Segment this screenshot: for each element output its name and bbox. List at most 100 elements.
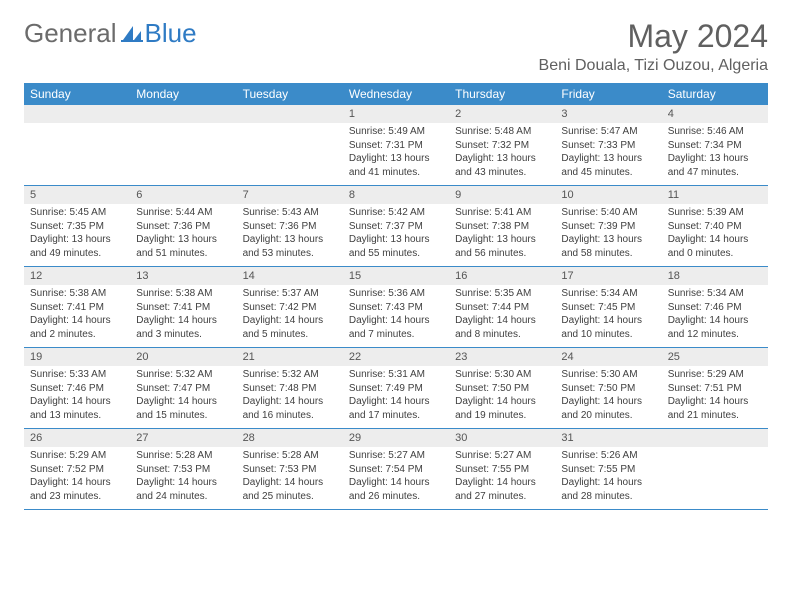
sunrise-text: Sunrise: 5:41 AM (455, 206, 549, 220)
sunrise-text: Sunrise: 5:27 AM (349, 449, 443, 463)
sunset-text: Sunset: 7:53 PM (136, 463, 230, 477)
week-row: 12Sunrise: 5:38 AMSunset: 7:41 PMDayligh… (24, 267, 768, 348)
sunset-text: Sunset: 7:49 PM (349, 382, 443, 396)
sunrise-text: Sunrise: 5:32 AM (136, 368, 230, 382)
day-content: Sunrise: 5:45 AMSunset: 7:35 PMDaylight:… (24, 204, 130, 266)
day-cell: 10Sunrise: 5:40 AMSunset: 7:39 PMDayligh… (555, 186, 661, 266)
sunrise-text: Sunrise: 5:40 AM (561, 206, 655, 220)
daylight-text: Daylight: 14 hours and 17 minutes. (349, 395, 443, 422)
sunset-text: Sunset: 7:39 PM (561, 220, 655, 234)
day-cell (130, 105, 236, 185)
day-cell: 3Sunrise: 5:47 AMSunset: 7:33 PMDaylight… (555, 105, 661, 185)
day-number: 7 (237, 186, 343, 204)
day-number: 28 (237, 429, 343, 447)
day-content: Sunrise: 5:32 AMSunset: 7:47 PMDaylight:… (130, 366, 236, 428)
day-number: 18 (662, 267, 768, 285)
day-cell: 1Sunrise: 5:49 AMSunset: 7:31 PMDaylight… (343, 105, 449, 185)
day-number: 16 (449, 267, 555, 285)
sunset-text: Sunset: 7:38 PM (455, 220, 549, 234)
weekday-header: Sunday Monday Tuesday Wednesday Thursday… (24, 83, 768, 105)
sunrise-text: Sunrise: 5:38 AM (30, 287, 124, 301)
sunset-text: Sunset: 7:32 PM (455, 139, 549, 153)
sunrise-text: Sunrise: 5:35 AM (455, 287, 549, 301)
sunset-text: Sunset: 7:31 PM (349, 139, 443, 153)
day-number (24, 105, 130, 123)
day-number: 23 (449, 348, 555, 366)
sunrise-text: Sunrise: 5:47 AM (561, 125, 655, 139)
day-cell: 29Sunrise: 5:27 AMSunset: 7:54 PMDayligh… (343, 429, 449, 509)
header: General Blue May 2024 Beni Douala, Tizi … (24, 18, 768, 75)
day-content: Sunrise: 5:44 AMSunset: 7:36 PMDaylight:… (130, 204, 236, 266)
day-cell: 5Sunrise: 5:45 AMSunset: 7:35 PMDaylight… (24, 186, 130, 266)
day-cell (662, 429, 768, 509)
brand-logo: General Blue (24, 18, 197, 49)
day-cell: 17Sunrise: 5:34 AMSunset: 7:45 PMDayligh… (555, 267, 661, 347)
day-content: Sunrise: 5:26 AMSunset: 7:55 PMDaylight:… (555, 447, 661, 509)
day-cell: 21Sunrise: 5:32 AMSunset: 7:48 PMDayligh… (237, 348, 343, 428)
day-number: 15 (343, 267, 449, 285)
week-row: 26Sunrise: 5:29 AMSunset: 7:52 PMDayligh… (24, 429, 768, 510)
title-block: May 2024 Beni Douala, Tizi Ouzou, Algeri… (539, 18, 768, 75)
daylight-text: Daylight: 14 hours and 20 minutes. (561, 395, 655, 422)
weekday-label: Tuesday (237, 83, 343, 105)
day-content: Sunrise: 5:40 AMSunset: 7:39 PMDaylight:… (555, 204, 661, 266)
week-row: 1Sunrise: 5:49 AMSunset: 7:31 PMDaylight… (24, 105, 768, 186)
day-number: 29 (343, 429, 449, 447)
sunrise-text: Sunrise: 5:39 AM (668, 206, 762, 220)
weekday-label: Sunday (24, 83, 130, 105)
day-number: 8 (343, 186, 449, 204)
day-cell: 18Sunrise: 5:34 AMSunset: 7:46 PMDayligh… (662, 267, 768, 347)
day-cell: 11Sunrise: 5:39 AMSunset: 7:40 PMDayligh… (662, 186, 768, 266)
sunrise-text: Sunrise: 5:26 AM (561, 449, 655, 463)
day-number: 31 (555, 429, 661, 447)
sunset-text: Sunset: 7:48 PM (243, 382, 337, 396)
day-content: Sunrise: 5:30 AMSunset: 7:50 PMDaylight:… (449, 366, 555, 428)
day-number: 26 (24, 429, 130, 447)
day-number: 10 (555, 186, 661, 204)
daylight-text: Daylight: 14 hours and 16 minutes. (243, 395, 337, 422)
sunset-text: Sunset: 7:46 PM (30, 382, 124, 396)
week-row: 19Sunrise: 5:33 AMSunset: 7:46 PMDayligh… (24, 348, 768, 429)
sunrise-text: Sunrise: 5:30 AM (455, 368, 549, 382)
sunset-text: Sunset: 7:34 PM (668, 139, 762, 153)
sunrise-text: Sunrise: 5:32 AM (243, 368, 337, 382)
day-number: 11 (662, 186, 768, 204)
daylight-text: Daylight: 13 hours and 43 minutes. (455, 152, 549, 179)
sunset-text: Sunset: 7:52 PM (30, 463, 124, 477)
sunrise-text: Sunrise: 5:36 AM (349, 287, 443, 301)
sunset-text: Sunset: 7:41 PM (30, 301, 124, 315)
sunset-text: Sunset: 7:44 PM (455, 301, 549, 315)
day-cell: 14Sunrise: 5:37 AMSunset: 7:42 PMDayligh… (237, 267, 343, 347)
daylight-text: Daylight: 14 hours and 19 minutes. (455, 395, 549, 422)
daylight-text: Daylight: 14 hours and 27 minutes. (455, 476, 549, 503)
daylight-text: Daylight: 14 hours and 24 minutes. (136, 476, 230, 503)
sunrise-text: Sunrise: 5:44 AM (136, 206, 230, 220)
day-content: Sunrise: 5:36 AMSunset: 7:43 PMDaylight:… (343, 285, 449, 347)
daylight-text: Daylight: 13 hours and 49 minutes. (30, 233, 124, 260)
sunset-text: Sunset: 7:45 PM (561, 301, 655, 315)
weekday-label: Wednesday (343, 83, 449, 105)
day-number: 22 (343, 348, 449, 366)
sunset-text: Sunset: 7:51 PM (668, 382, 762, 396)
sunrise-text: Sunrise: 5:49 AM (349, 125, 443, 139)
daylight-text: Daylight: 14 hours and 5 minutes. (243, 314, 337, 341)
sunrise-text: Sunrise: 5:45 AM (30, 206, 124, 220)
daylight-text: Daylight: 13 hours and 47 minutes. (668, 152, 762, 179)
daylight-text: Daylight: 13 hours and 56 minutes. (455, 233, 549, 260)
day-content: Sunrise: 5:28 AMSunset: 7:53 PMDaylight:… (237, 447, 343, 509)
day-number (662, 429, 768, 447)
sunrise-text: Sunrise: 5:28 AM (136, 449, 230, 463)
day-content: Sunrise: 5:42 AMSunset: 7:37 PMDaylight:… (343, 204, 449, 266)
day-number: 17 (555, 267, 661, 285)
day-cell (24, 105, 130, 185)
day-number: 14 (237, 267, 343, 285)
sail-icon (121, 18, 143, 49)
day-number: 9 (449, 186, 555, 204)
sunset-text: Sunset: 7:54 PM (349, 463, 443, 477)
day-cell: 26Sunrise: 5:29 AMSunset: 7:52 PMDayligh… (24, 429, 130, 509)
daylight-text: Daylight: 14 hours and 10 minutes. (561, 314, 655, 341)
daylight-text: Daylight: 14 hours and 28 minutes. (561, 476, 655, 503)
day-number: 5 (24, 186, 130, 204)
daylight-text: Daylight: 14 hours and 12 minutes. (668, 314, 762, 341)
day-cell: 13Sunrise: 5:38 AMSunset: 7:41 PMDayligh… (130, 267, 236, 347)
